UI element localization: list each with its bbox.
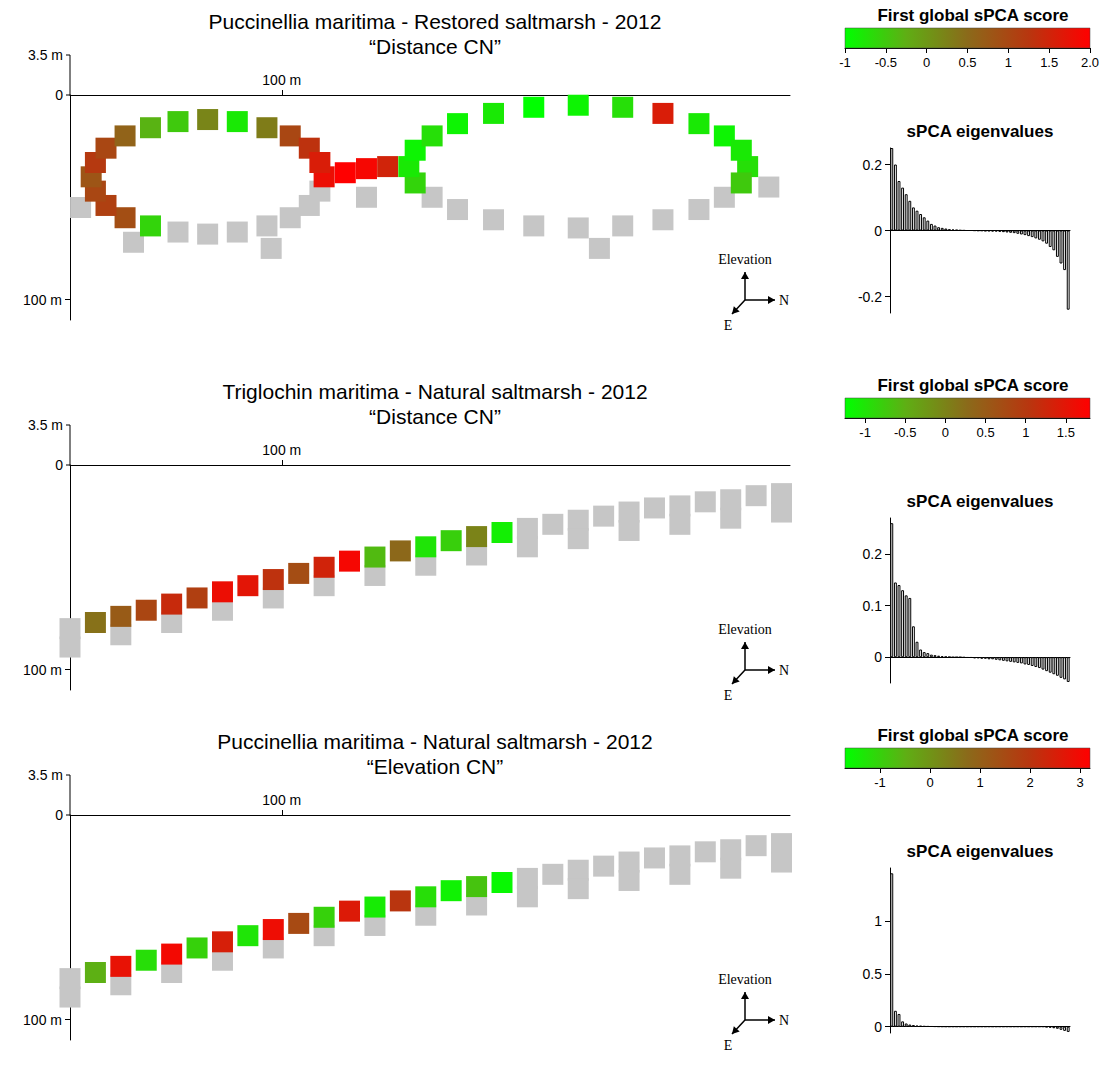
svg-text:1: 1 (976, 775, 983, 790)
svg-text:0.5: 0.5 (958, 55, 976, 70)
svg-text:1: 1 (1005, 55, 1012, 70)
svg-text:3.5 m: 3.5 m (28, 47, 63, 63)
svg-text:0.2: 0.2 (863, 157, 883, 173)
svg-text:0: 0 (55, 457, 63, 473)
svg-text:100 m: 100 m (23, 1012, 62, 1028)
svg-text:2.0: 2.0 (1081, 55, 1099, 70)
svg-text:“Elevation CN”: “Elevation CN” (367, 755, 504, 778)
svg-text:-1: -1 (874, 775, 886, 790)
svg-text:-0.5: -0.5 (875, 55, 897, 70)
svg-text:N: N (779, 663, 789, 678)
svg-text:100 m: 100 m (262, 72, 301, 88)
svg-text:0.2: 0.2 (863, 546, 883, 562)
svg-text:Elevation: Elevation (718, 972, 772, 987)
svg-text:“Distance CN”: “Distance CN” (369, 35, 501, 58)
svg-text:0.1: 0.1 (863, 598, 883, 614)
svg-text:E: E (724, 688, 733, 703)
svg-text:0: 0 (926, 775, 933, 790)
svg-text:100 m: 100 m (262, 792, 301, 808)
svg-text:sPCA eigenvalues: sPCA eigenvalues (907, 492, 1054, 511)
svg-text:-0.5: -0.5 (894, 425, 916, 440)
svg-text:E: E (724, 318, 733, 333)
svg-text:0: 0 (55, 87, 63, 103)
svg-text:100 m: 100 m (262, 442, 301, 458)
svg-text:sPCA eigenvalues: sPCA eigenvalues (907, 122, 1054, 141)
svg-text:Triglochin maritima - Natural: Triglochin maritima - Natural saltmarsh … (222, 380, 647, 403)
svg-text:3.5 m: 3.5 m (28, 767, 63, 783)
svg-text:-0.2: -0.2 (858, 289, 882, 305)
svg-text:E: E (724, 1038, 733, 1053)
svg-text:1.5: 1.5 (1057, 425, 1075, 440)
svg-text:-1: -1 (839, 55, 851, 70)
svg-text:sPCA eigenvalues: sPCA eigenvalues (907, 842, 1054, 861)
svg-text:3.5 m: 3.5 m (28, 417, 63, 433)
svg-text:0: 0 (874, 1019, 882, 1035)
svg-text:Elevation: Elevation (718, 622, 772, 637)
svg-text:100 m: 100 m (23, 662, 62, 678)
svg-text:Puccinellia maritima - Restore: Puccinellia maritima - Restored saltmars… (209, 10, 662, 33)
svg-text:-1: -1 (859, 425, 871, 440)
svg-text:N: N (779, 1013, 789, 1028)
svg-text:0: 0 (942, 425, 949, 440)
svg-text:0: 0 (923, 55, 930, 70)
svg-text:0: 0 (874, 223, 882, 239)
svg-text:1.5: 1.5 (1040, 55, 1058, 70)
svg-text:Puccinellia maritima - Natural: Puccinellia maritima - Natural saltmarsh… (217, 730, 652, 753)
svg-text:0: 0 (55, 807, 63, 823)
svg-text:2: 2 (1026, 775, 1033, 790)
svg-text:0.5: 0.5 (977, 425, 995, 440)
svg-text:0: 0 (874, 649, 882, 665)
svg-text:1: 1 (874, 913, 882, 929)
svg-text:1: 1 (1022, 425, 1029, 440)
svg-text:First global sPCA score: First global sPCA score (877, 726, 1068, 745)
svg-text:First global sPCA score: First global sPCA score (877, 376, 1068, 395)
svg-text:First global sPCA score: First global sPCA score (877, 6, 1068, 25)
svg-text:3: 3 (1076, 775, 1083, 790)
svg-text:100 m: 100 m (23, 292, 62, 308)
svg-text:0.5: 0.5 (863, 966, 883, 982)
svg-text:N: N (779, 293, 789, 308)
svg-text:“Distance CN”: “Distance CN” (369, 405, 501, 428)
svg-text:Elevation: Elevation (718, 252, 772, 267)
